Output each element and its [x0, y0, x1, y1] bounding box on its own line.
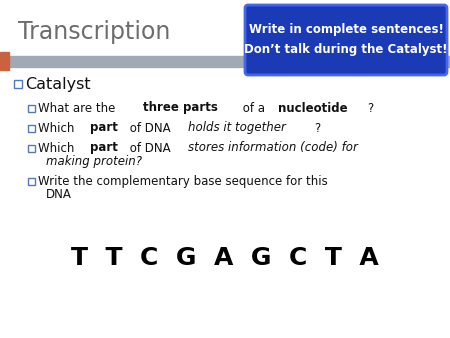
Text: of a: of a	[239, 101, 269, 115]
Bar	[28, 104, 35, 112]
Text: Don’t talk during the Catalyst!: Don’t talk during the Catalyst!	[244, 44, 448, 56]
Text: Catalyst: Catalyst	[25, 76, 90, 92]
Text: three parts: three parts	[143, 101, 217, 115]
Text: DNA: DNA	[46, 189, 72, 201]
Text: nucleotide: nucleotide	[278, 101, 347, 115]
Bar	[14, 80, 22, 88]
Text: Write in complete sentences!: Write in complete sentences!	[248, 24, 443, 37]
Text: making protein?: making protein?	[46, 155, 142, 169]
Text: T  T  C  G  A  G  C  T  A: T T C G A G C T A	[71, 246, 379, 270]
Bar	[28, 145, 35, 151]
Bar	[0, 52, 9, 70]
Text: holds it together: holds it together	[188, 121, 286, 135]
Text: ?: ?	[368, 101, 374, 115]
Bar	[9, 56, 450, 67]
Text: Write the complementary base sequence for this: Write the complementary base sequence fo…	[38, 174, 328, 188]
Text: ?: ?	[315, 121, 321, 135]
Text: What are the: What are the	[38, 101, 119, 115]
Text: stores information (code) for: stores information (code) for	[188, 142, 358, 154]
Text: part: part	[90, 121, 117, 135]
Text: of DNA: of DNA	[126, 121, 174, 135]
Text: Which: Which	[38, 142, 78, 154]
Text: Transcription: Transcription	[18, 20, 171, 44]
Text: Which: Which	[38, 121, 78, 135]
Bar	[28, 177, 35, 185]
FancyBboxPatch shape	[245, 5, 447, 75]
Text: part: part	[90, 142, 117, 154]
Bar	[28, 124, 35, 131]
Text: of DNA: of DNA	[126, 142, 174, 154]
